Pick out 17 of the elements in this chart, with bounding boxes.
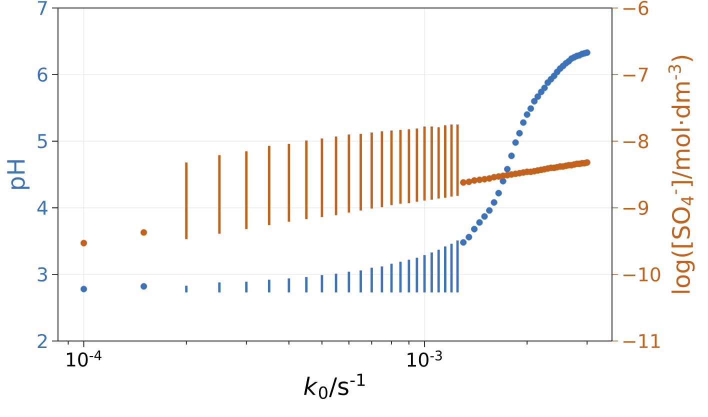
y-tick-label: 6 bbox=[38, 67, 48, 82]
y2-axis-title: log([SO$_{4}$$^{-}$]/mol·dm$^{-3}$) bbox=[668, 56, 695, 293]
y2-tick-label: −6 bbox=[624, 0, 648, 16]
y2-tick-label: −9 bbox=[624, 200, 648, 215]
x-tick-label: 10$^{-3}$ bbox=[408, 350, 442, 367]
y-axis-title: pH bbox=[7, 160, 30, 189]
x-axis-title: k$_{0}$/s$^{-1}$ bbox=[304, 374, 365, 400]
y2-tick-label: −10 bbox=[624, 267, 660, 282]
y-tick-label: 5 bbox=[38, 134, 47, 148]
y-tick-label: 4 bbox=[37, 200, 48, 215]
y2-tick-label: −8 bbox=[624, 134, 648, 148]
x-tick-label: 10$^{-4}$ bbox=[66, 350, 102, 367]
y2-tick-label: −11 bbox=[624, 334, 660, 348]
y-tick-label: 2 bbox=[38, 334, 47, 348]
y-tick-label: 3 bbox=[38, 267, 47, 282]
y2-tick-label: −7 bbox=[624, 68, 648, 82]
y-tick-label: 7 bbox=[38, 1, 47, 15]
